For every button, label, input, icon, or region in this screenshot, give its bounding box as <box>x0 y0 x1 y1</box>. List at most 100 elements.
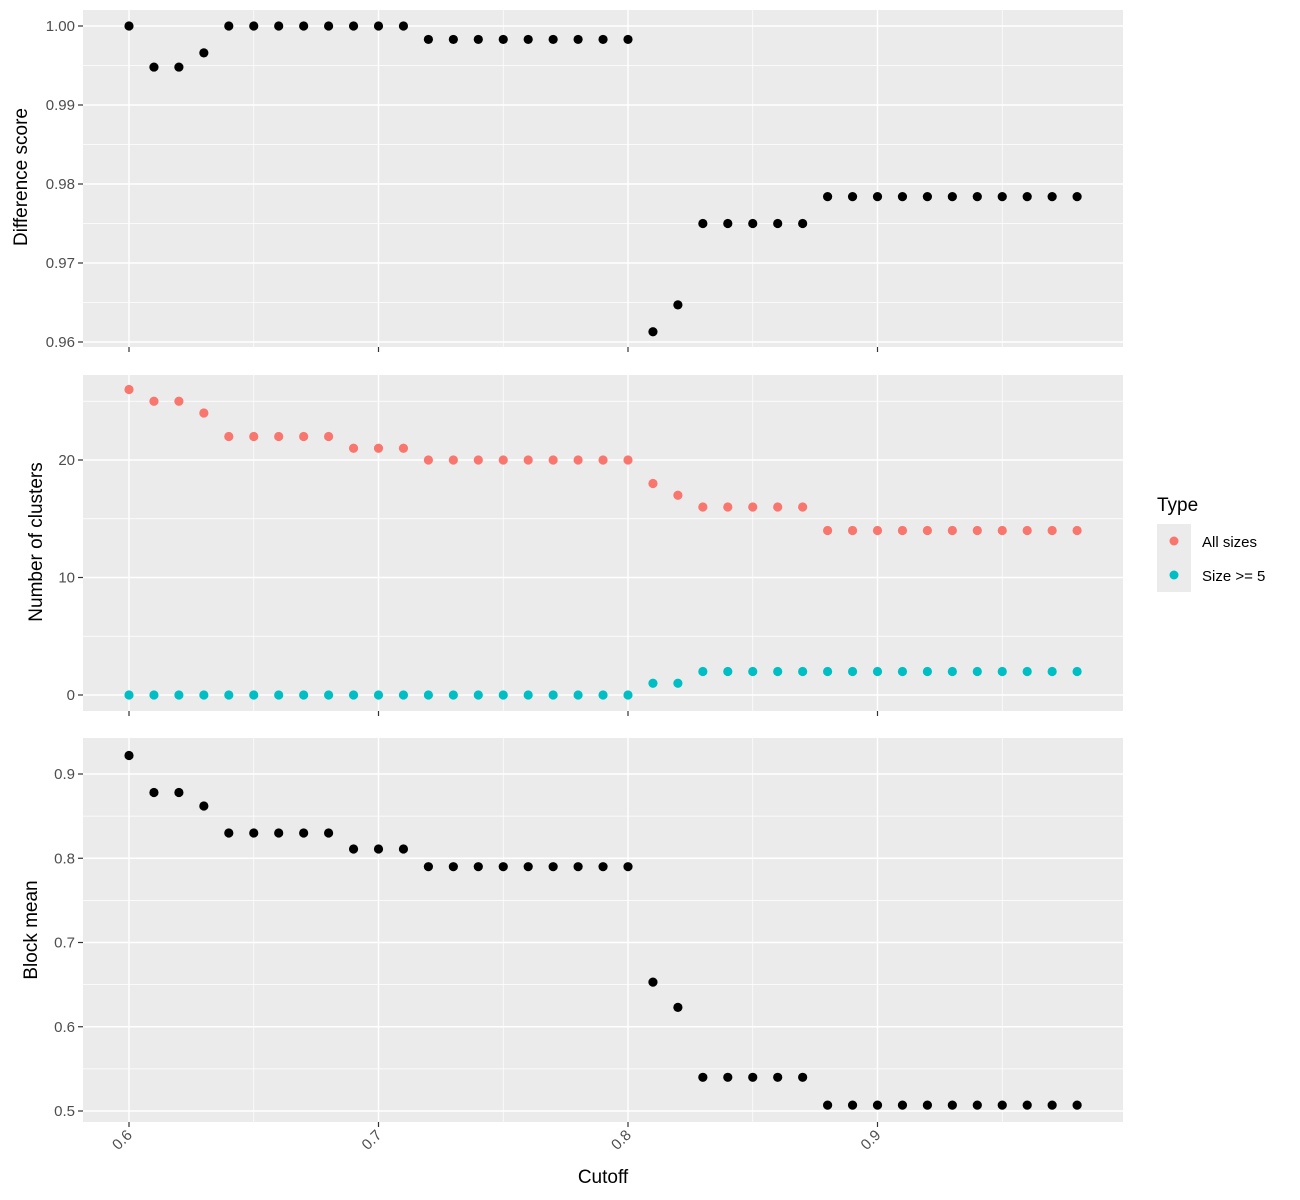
series-point: 0.77, 0.9983 <box>548 34 558 45</box>
series-point: 0.86, 0.54 <box>773 1072 783 1082</box>
size-5-point: 0.79, 0 <box>598 690 608 700</box>
size-5-point: 0.97, 2 <box>1047 666 1057 677</box>
size-5-point: 0.83, 2 <box>698 666 708 677</box>
series-point: 0.97, 0.507 <box>1047 1100 1057 1110</box>
all-sizes-point: 0.64, 22 <box>224 431 234 442</box>
series-point: 0.85, 0.54 <box>748 1072 758 1082</box>
series-point: 0.86, 0.975 <box>773 218 783 229</box>
series-point: 0.8, 0.79 <box>623 862 633 872</box>
legend-label-all-sizes: All sizes <box>1202 534 1257 551</box>
series-point: 0.61, 0.9948 <box>149 62 159 72</box>
size-5-point: 0.68, 0 <box>324 690 334 700</box>
series-point: 0.61, 0.878 <box>149 787 159 798</box>
series-point: 0.72, 0.79 <box>423 862 433 872</box>
series-point: 0.66, 1 <box>274 21 284 31</box>
all-sizes-point: 0.85, 16 <box>748 502 758 512</box>
series-point: 0.77, 0.79 <box>548 862 558 872</box>
series-point: 0.92, 0.9784 <box>922 192 933 202</box>
series-point: 0.67, 1 <box>299 21 309 31</box>
series-point: 0.76, 0.9983 <box>523 34 533 45</box>
size-5-point: 0.71, 0 <box>398 690 409 700</box>
size-5-point: 0.76, 0 <box>523 690 533 700</box>
series-point: 0.84, 0.54 <box>723 1072 733 1082</box>
all-sizes-point: 0.73, 20 <box>448 455 458 465</box>
size-5-point: 0.96, 2 <box>1022 666 1032 677</box>
y-tick-label: 1.00 <box>46 18 75 35</box>
series-point: 0.78, 0.9983 <box>573 34 583 45</box>
series-point: 0.63, 0.9966 <box>199 48 209 58</box>
size-5-point: 0.84, 2 <box>723 666 733 677</box>
all-sizes-point: 0.97, 14 <box>1047 525 1057 536</box>
size-5-point: 0.8, 0 <box>623 690 633 700</box>
size-5-point: 0.89, 2 <box>847 666 858 677</box>
series-point: 0.84, 0.975 <box>723 218 733 229</box>
series-point: 0.68, 0.83 <box>324 828 334 838</box>
all-sizes-point: 0.91, 14 <box>897 525 908 536</box>
size-5-point: 0.78, 0 <box>573 690 583 700</box>
series-point: 0.9, 0.507 <box>872 1100 883 1110</box>
y-tick-label: 0.98 <box>46 176 75 193</box>
y-tick-label: 10 <box>58 570 75 587</box>
all-sizes-point: 0.7, 21 <box>373 443 384 453</box>
size-5-point: 0.65, 0 <box>249 690 259 700</box>
all-sizes-point: 0.94, 14 <box>972 525 982 536</box>
size-5-point: 0.61, 0 <box>149 690 159 700</box>
all-sizes-point: 0.86, 16 <box>773 502 783 512</box>
series-point: 0.73, 0.79 <box>448 862 458 872</box>
y-tick-label: 0.9 <box>54 766 75 783</box>
legend-swatch-size-ge-5 <box>1169 570 1179 580</box>
all-sizes-point: 0.76, 20 <box>523 455 533 465</box>
all-sizes-point: 0.98, 14 <box>1072 525 1082 536</box>
size-5-point: 0.75, 0 <box>498 690 508 700</box>
size-5-point: 0.81, 1 <box>648 678 658 688</box>
size-5-point: 0.7, 0 <box>373 690 384 700</box>
all-sizes-point: 0.68, 22 <box>324 431 334 442</box>
all-sizes-point: 0.78, 20 <box>573 455 583 465</box>
all-sizes-point: 0.95, 14 <box>997 525 1007 536</box>
panel-background <box>83 10 1123 347</box>
y-tick-label: 0 <box>67 687 75 704</box>
series-point: 0.66, 0.83 <box>274 828 284 838</box>
series-point: 0.8, 0.9983 <box>623 34 633 45</box>
number-of-clusters-axis-title: Number of clusters <box>26 462 47 621</box>
series-point: 0.71, 0.811 <box>398 844 409 854</box>
series-point: 0.74, 0.9983 <box>473 34 483 45</box>
series-point: 0.88, 0.9784 <box>823 192 833 202</box>
size-5-point: 0.93, 2 <box>947 666 957 677</box>
series-point: 0.79, 0.79 <box>598 862 608 872</box>
series-point: 0.81, 0.9613 <box>648 327 658 337</box>
all-sizes-point: 0.63, 24 <box>199 408 209 418</box>
size-5-point: 0.66, 0 <box>274 690 284 700</box>
series-point: 0.75, 0.9983 <box>498 34 508 45</box>
all-sizes-point: 0.93, 14 <box>947 525 957 536</box>
series-point: 0.94, 0.507 <box>972 1100 982 1110</box>
all-sizes-point: 0.9, 14 <box>872 525 883 536</box>
all-sizes-point: 0.67, 22 <box>299 431 309 442</box>
series-point: 0.72, 0.9983 <box>423 34 433 45</box>
series-point: 0.91, 0.9784 <box>897 192 908 202</box>
panel-background <box>83 738 1123 1122</box>
series-point: 0.93, 0.9784 <box>947 192 957 202</box>
size-5-point: 0.64, 0 <box>224 690 234 700</box>
series-point: 0.63, 0.862 <box>199 801 209 811</box>
series-point: 0.97, 0.9784 <box>1047 192 1057 202</box>
all-sizes-point: 0.8, 20 <box>623 455 633 465</box>
series-point: 0.75, 0.79 <box>498 862 508 872</box>
series-point: 0.71, 1 <box>398 21 409 31</box>
all-sizes-point: 0.75, 20 <box>498 455 508 465</box>
series-point: 0.62, 0.878 <box>174 787 184 798</box>
all-sizes-point: 0.61, 25 <box>149 396 159 406</box>
series-point: 0.9, 0.9784 <box>872 192 883 202</box>
size-5-point: 0.91, 2 <box>897 666 908 677</box>
size-5-point: 0.62, 0 <box>174 690 184 700</box>
series-point: 0.64, 1 <box>224 21 234 31</box>
block-mean-axis-title: Block mean <box>21 880 42 979</box>
y-tick-label: 0.6 <box>54 1019 75 1036</box>
number-of-clusters-panel: 0 10 20 0.6, 26 0.61, 25 0.62, 25 0.63, 24 0.64… <box>26 375 1123 716</box>
size-5-point: 0.6, 0 <box>124 690 134 700</box>
size-5-point: 0.88, 2 <box>823 666 833 677</box>
series-point: 0.94, 0.9784 <box>972 192 982 202</box>
series-point: 0.92, 0.507 <box>922 1100 933 1110</box>
block-mean-panel: 0.50.60.70.80.90.6 0.7 0.8 0.90.6, 0.9220.6… <box>21 738 1123 1188</box>
